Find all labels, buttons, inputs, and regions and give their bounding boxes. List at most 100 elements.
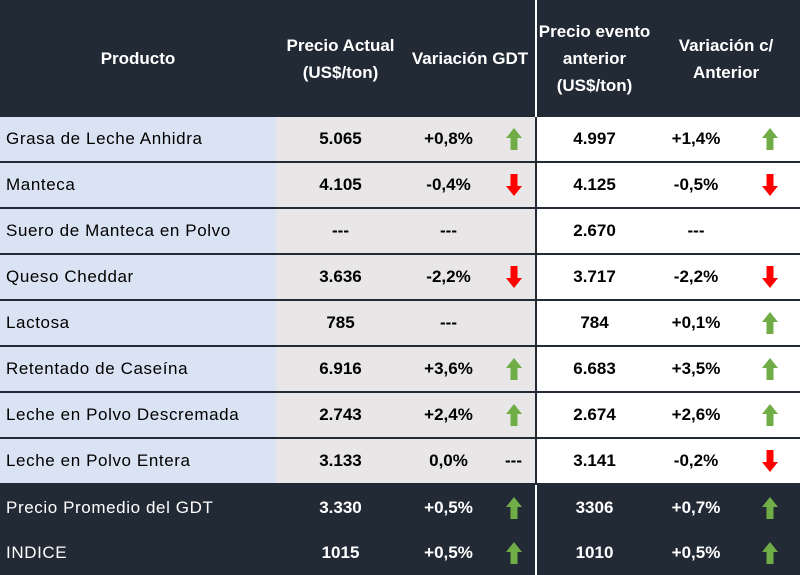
change-vs-previous: +2,6% — [652, 392, 740, 438]
change-vs-previous: -0,2% — [652, 438, 740, 484]
change-vs-previous: +0,7% — [652, 484, 740, 530]
change-vs-previous: +0,1% — [652, 300, 740, 346]
summary-row: Precio Promedio del GDT 3.330 +0,5% 3306 +0,… — [0, 484, 800, 530]
gdt-change: 0,0% — [405, 438, 492, 484]
arrow-cell — [492, 254, 536, 300]
arrow-cell — [740, 530, 800, 575]
down-arrow-icon — [762, 266, 778, 288]
product-name: INDICE — [0, 530, 276, 575]
arrow-cell — [740, 254, 800, 300]
up-arrow-icon — [506, 497, 522, 519]
previous-price: 2.670 — [536, 208, 652, 254]
table-row: Retentado de Caseína 6.916 +3,6% 6.683 +3,5% — [0, 346, 800, 392]
current-price: 2.743 — [276, 392, 405, 438]
arrow-cell — [740, 346, 800, 392]
table-row: Leche en Polvo Descremada 2.743 +2,4% 2.674… — [0, 392, 800, 438]
previous-price: 1010 — [536, 530, 652, 575]
current-price: 5.065 — [276, 117, 405, 162]
empty-cell — [492, 300, 536, 346]
product-name: Suero de Manteca en Polvo — [0, 208, 276, 254]
previous-price: 2.674 — [536, 392, 652, 438]
up-arrow-icon — [506, 542, 522, 564]
gdt-change: -2,2% — [405, 254, 492, 300]
up-arrow-icon — [762, 312, 778, 334]
up-arrow-icon — [762, 128, 778, 150]
summary-row: INDICE 1015 +0,5% 1010 +0,5% — [0, 530, 800, 575]
header-previous-price: Precio evento anterior (US$/ton) — [536, 0, 652, 117]
up-arrow-icon — [762, 404, 778, 426]
header-current-price: Precio Actual (US$/ton) — [276, 0, 405, 117]
change-vs-previous: --- — [652, 208, 740, 254]
arrow-cell — [492, 162, 536, 208]
current-price: 3.133 — [276, 438, 405, 484]
change-vs-previous: +1,4% — [652, 117, 740, 162]
product-name: Leche en Polvo Descremada — [0, 392, 276, 438]
down-arrow-icon — [762, 450, 778, 472]
header-change-vs-previous: Variación c/ Anterior — [652, 0, 800, 117]
table-row: Manteca 4.105 -0,4% 4.125 -0,5% — [0, 162, 800, 208]
down-arrow-icon — [506, 266, 522, 288]
empty-cell — [492, 208, 536, 254]
table-row: Leche en Polvo Entera 3.133 0,0% --- 3.141 -0… — [0, 438, 800, 484]
up-arrow-icon — [762, 542, 778, 564]
up-arrow-icon — [506, 358, 522, 380]
previous-price: 6.683 — [536, 346, 652, 392]
header-gdt-change: Variación GDT — [405, 0, 536, 117]
change-vs-previous: -2,2% — [652, 254, 740, 300]
previous-price: 4.997 — [536, 117, 652, 162]
arrow-cell — [740, 484, 800, 530]
current-price: 1015 — [276, 530, 405, 575]
gdt-change: -0,4% — [405, 162, 492, 208]
arrow-cell — [740, 438, 800, 484]
arrow-cell — [492, 346, 536, 392]
change-vs-previous: +0,5% — [652, 530, 740, 575]
gdt-change: --- — [405, 300, 492, 346]
previous-price: 3.717 — [536, 254, 652, 300]
arrow-cell — [492, 117, 536, 162]
table-row: Suero de Manteca en Polvo --- --- 2.670 --- — [0, 208, 800, 254]
table-row: Grasa de Leche Anhidra 5.065 +0,8% 4.997 +1,… — [0, 117, 800, 162]
product-name: Queso Cheddar — [0, 254, 276, 300]
previous-price: 3.141 — [536, 438, 652, 484]
header-product: Producto — [0, 0, 276, 117]
up-arrow-icon — [506, 404, 522, 426]
product-name: Precio Promedio del GDT — [0, 484, 276, 530]
previous-price: 784 — [536, 300, 652, 346]
up-arrow-icon — [506, 128, 522, 150]
up-arrow-icon — [762, 358, 778, 380]
up-arrow-icon — [762, 497, 778, 519]
no-change-cell: --- — [492, 438, 536, 484]
arrow-cell — [740, 162, 800, 208]
header-row: Producto Precio Actual (US$/ton) Variaci… — [0, 0, 800, 117]
previous-price: 4.125 — [536, 162, 652, 208]
arrow-cell — [740, 117, 800, 162]
down-arrow-icon — [506, 174, 522, 196]
arrow-cell — [492, 484, 536, 530]
change-vs-previous: +3,5% — [652, 346, 740, 392]
gdt-change: +3,6% — [405, 346, 492, 392]
gdt-change: --- — [405, 208, 492, 254]
table-body: Grasa de Leche Anhidra 5.065 +0,8% 4.997 +1,… — [0, 117, 800, 575]
product-name: Retentado de Caseína — [0, 346, 276, 392]
current-price: 6.916 — [276, 346, 405, 392]
current-price: 3.330 — [276, 484, 405, 530]
current-price: 785 — [276, 300, 405, 346]
gdt-change: +0,5% — [405, 530, 492, 575]
empty-cell — [740, 208, 800, 254]
table-row: Lactosa 785 --- 784 +0,1% — [0, 300, 800, 346]
gdt-change: +0,8% — [405, 117, 492, 162]
product-name: Manteca — [0, 162, 276, 208]
product-name: Lactosa — [0, 300, 276, 346]
arrow-cell — [740, 300, 800, 346]
current-price: 4.105 — [276, 162, 405, 208]
arrow-cell — [492, 530, 536, 575]
arrow-cell — [492, 392, 536, 438]
no-change-dash: --- — [505, 451, 522, 470]
current-price: 3.636 — [276, 254, 405, 300]
gdt-change: +0,5% — [405, 484, 492, 530]
product-name: Grasa de Leche Anhidra — [0, 117, 276, 162]
current-price: --- — [276, 208, 405, 254]
arrow-cell — [740, 392, 800, 438]
table-row: Queso Cheddar 3.636 -2,2% 3.717 -2,2% — [0, 254, 800, 300]
